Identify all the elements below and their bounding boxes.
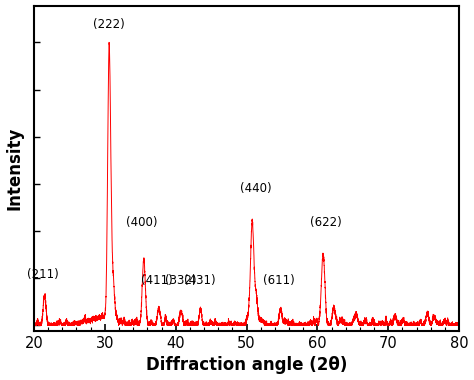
Text: (222): (222)	[93, 18, 125, 31]
Text: (431): (431)	[184, 274, 216, 287]
Text: (211): (211)	[27, 269, 59, 282]
X-axis label: Diffraction angle (2θ): Diffraction angle (2θ)	[146, 356, 347, 374]
Text: (411): (411)	[141, 274, 173, 287]
Y-axis label: Intensity: Intensity	[6, 127, 24, 210]
Text: (400): (400)	[126, 216, 157, 229]
Text: (332): (332)	[165, 274, 196, 287]
Text: (440): (440)	[240, 182, 272, 195]
Text: (622): (622)	[310, 216, 342, 229]
Text: (611): (611)	[263, 274, 294, 287]
